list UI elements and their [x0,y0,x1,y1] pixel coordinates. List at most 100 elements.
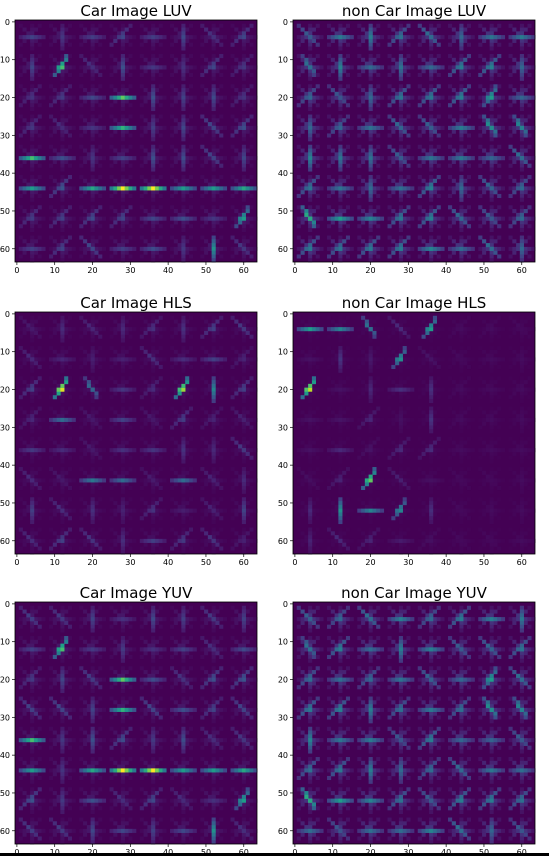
hog-pixel [67,103,73,108]
hog-pixel [158,114,163,119]
hog-pixel [181,220,186,225]
hog-pixel [67,65,73,70]
hog-pixel [425,31,430,36]
hog-pixel [170,327,175,332]
hog-pixel [98,327,103,332]
hog-pixel [379,186,385,191]
heatmap-panel: non Car Image LUV00101020203030404050506… [278,2,536,275]
hog-pixel [26,61,31,66]
hog-pixel [334,61,339,66]
hog-pixel [139,346,144,351]
hog-pixel [139,175,144,180]
hog-pixel [94,190,99,195]
hog-pixel [391,38,396,43]
hog-pixel [162,216,167,221]
hog-pixel [368,54,373,59]
hog-pixel [158,235,163,240]
hog-pixel [173,327,178,332]
hog-pixel [334,125,339,130]
hog-pixel [113,178,118,183]
hog-pixel [429,88,434,93]
hog-pixel [60,323,65,328]
hog-pixel [124,38,129,43]
hog-pixel [429,239,434,244]
hog-pixel [109,193,114,199]
hog-pixel [204,190,209,195]
hog-pixel [489,250,494,255]
hog-pixel [71,35,76,40]
hog-pixel [154,319,159,324]
hog-pixel [211,212,216,217]
hog-pixel [113,159,118,164]
hog-pixel [436,235,441,240]
hog-pixel [308,186,313,191]
hog-pixel [429,122,434,127]
hog-pixel [109,186,114,191]
hog-pixel [222,65,228,70]
hog-pixel [391,178,396,183]
hog-pixel [211,57,216,62]
hog-pixel [245,88,250,93]
hog-pixel [466,35,472,40]
hog-pixel [368,114,373,119]
hog-pixel [368,197,373,202]
hog-pixel [139,235,144,240]
hog-pixel [451,246,456,251]
hog-pixel [60,106,65,112]
hog-pixel [300,216,305,221]
hog-pixel [181,330,186,335]
hog-pixel [18,357,23,362]
hog-pixel [345,95,351,100]
hog-pixel [455,95,460,100]
hog-pixel [497,186,502,191]
hog-pixel [109,23,114,28]
hog-pixel [410,65,415,70]
hog-pixel [429,167,434,172]
hog-pixel [60,250,65,255]
hog-pixel [516,152,521,157]
hog-pixel [151,76,156,81]
hog-pixel [234,129,239,134]
hog-pixel [18,364,23,370]
hog-pixel [49,364,54,370]
hog-pixel [368,182,373,187]
hog-pixel [249,315,254,320]
hog-pixel [410,186,415,191]
hog-pixel [338,95,343,100]
hog-pixel [463,118,468,123]
hog-pixel [406,193,411,199]
hog-pixel [406,235,411,240]
hog-pixel [245,125,250,130]
hog-pixel [204,216,209,221]
hog-pixel [523,69,528,74]
hog-pixel [173,319,178,324]
hog-pixel [489,125,494,130]
hog-pixel [60,193,65,199]
hog-pixel [33,27,38,32]
hog-pixel [64,159,69,164]
hog-pixel [421,239,426,244]
hog-pixel [527,156,532,161]
hog-pixel [368,186,373,191]
hog-pixel [211,156,216,161]
hog-pixel [37,346,42,351]
hog-pixel [421,148,426,153]
hog-pixel [364,35,369,40]
hog-pixel [60,186,65,191]
hog-pixel [98,175,103,180]
hog-pixel [67,235,73,240]
hog-pixel [304,91,309,96]
hog-pixel [398,220,403,225]
hog-pixel [188,246,194,251]
hog-pixel [52,349,57,354]
hog-pixel [86,216,91,221]
hog-pixel [151,193,156,199]
y-tick-label: 10 [0,56,10,65]
hog-pixel [508,54,513,59]
hog-pixel [448,125,453,130]
hog-pixel [459,38,464,43]
hog-pixel [200,133,205,138]
hog-pixel [436,133,441,138]
hog-pixel [98,35,103,40]
hog-pixel [387,205,392,210]
